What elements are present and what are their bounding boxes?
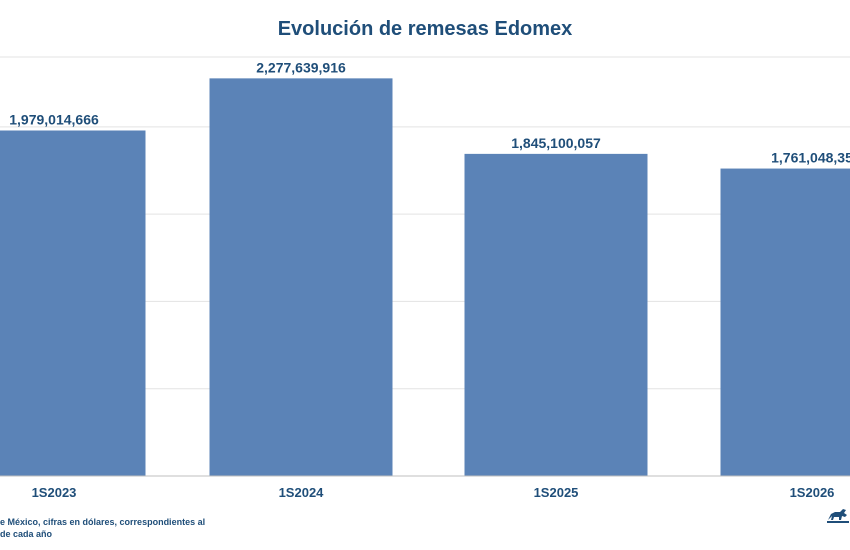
data-label-1S2025: 1,845,100,057 xyxy=(511,135,601,151)
bar-1S2025 xyxy=(464,153,648,476)
x-tick-label-1S2026: 1S2026 xyxy=(790,485,835,500)
bar-1S2024 xyxy=(209,78,393,476)
x-tick-label-1S2023: 1S2023 xyxy=(32,485,77,500)
data-label-1S2023: 1,979,014,666 xyxy=(9,111,99,127)
x-tick-label-1S2025: 1S2025 xyxy=(534,485,579,500)
x-tick-label-1S2024: 1S2024 xyxy=(279,485,325,500)
footnote-line-1: e México, cifras en dólares, correspondi… xyxy=(0,517,206,527)
bull-logo-icon xyxy=(827,509,849,523)
data-label-1S2026: 1,761,048,35 xyxy=(771,150,850,166)
bar-1S2023 xyxy=(0,130,146,477)
footnote-line-2: de cada año xyxy=(0,529,53,539)
bar-1S2026 xyxy=(720,168,850,477)
data-label-1S2024: 2,277,639,916 xyxy=(256,59,346,75)
gridlines xyxy=(0,56,850,390)
bars xyxy=(0,78,850,477)
source-footnote: e México, cifras en dólares, correspondi… xyxy=(0,516,205,540)
x-axis-tick-labels: 1S2023 1S2024 1S2025 1S2026 xyxy=(32,485,835,500)
chart-title: Evolución de remesas Edomex xyxy=(277,18,573,40)
value-labels: 1,979,014,666 2,277,639,916 1,845,100,057 1… xyxy=(9,59,850,165)
